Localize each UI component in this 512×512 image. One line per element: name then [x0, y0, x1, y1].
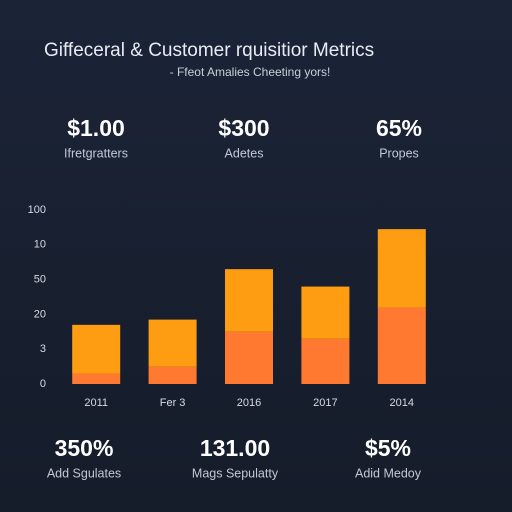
y-tick-label: 10 — [34, 239, 46, 251]
chart: 0 3 20 50 10 100 2011 Fer 3 2016 2017 2014 — [28, 204, 426, 409]
kpi-value: $1.00 — [67, 115, 125, 141]
x-tick-label: Fer 3 — [160, 397, 186, 409]
x-tick-label: 2011 — [84, 397, 108, 409]
subtitle: - Ffeot Amalies Cheeting yors! — [170, 65, 331, 79]
x-tick-label: 2017 — [313, 397, 337, 409]
kpi-value: 350% — [55, 435, 114, 461]
bar-segment — [225, 269, 273, 332]
bar-segment — [148, 319, 197, 367]
kpi-label: Add Sgulates — [47, 466, 121, 480]
bar-segment — [148, 366, 197, 384]
bar-segment — [225, 331, 273, 384]
kpi-label: Adid Medoy — [355, 466, 422, 480]
kpi-value: 65% — [376, 115, 422, 141]
kpi-label: Propes — [379, 146, 419, 160]
kpi-value: $300 — [218, 115, 269, 141]
bar-segment — [301, 338, 350, 384]
bar-segment — [72, 324, 121, 374]
kpi-value: 131.00 — [200, 435, 270, 461]
x-tick-label: 2014 — [390, 397, 414, 409]
kpi-label: Ifretgratters — [64, 146, 128, 160]
y-tick-label: 3 — [40, 343, 46, 355]
bar-segment — [377, 307, 426, 384]
bar-segment — [301, 286, 350, 339]
x-tick-label: 2016 — [237, 397, 261, 409]
kpi-value: $5% — [365, 435, 411, 461]
bar-segment — [72, 373, 121, 384]
y-tick-label: 50 — [34, 274, 46, 286]
kpi-label: Mags Sepulatty — [192, 466, 279, 480]
kpi-label: Adetes — [225, 146, 264, 160]
y-tick-label: 20 — [34, 308, 46, 320]
y-tick-label: 100 — [28, 204, 46, 216]
bar-segment — [377, 229, 426, 308]
y-tick-label: 0 — [40, 378, 46, 390]
title: Giffeceral & Customer rquisitior Metrics — [44, 40, 374, 61]
